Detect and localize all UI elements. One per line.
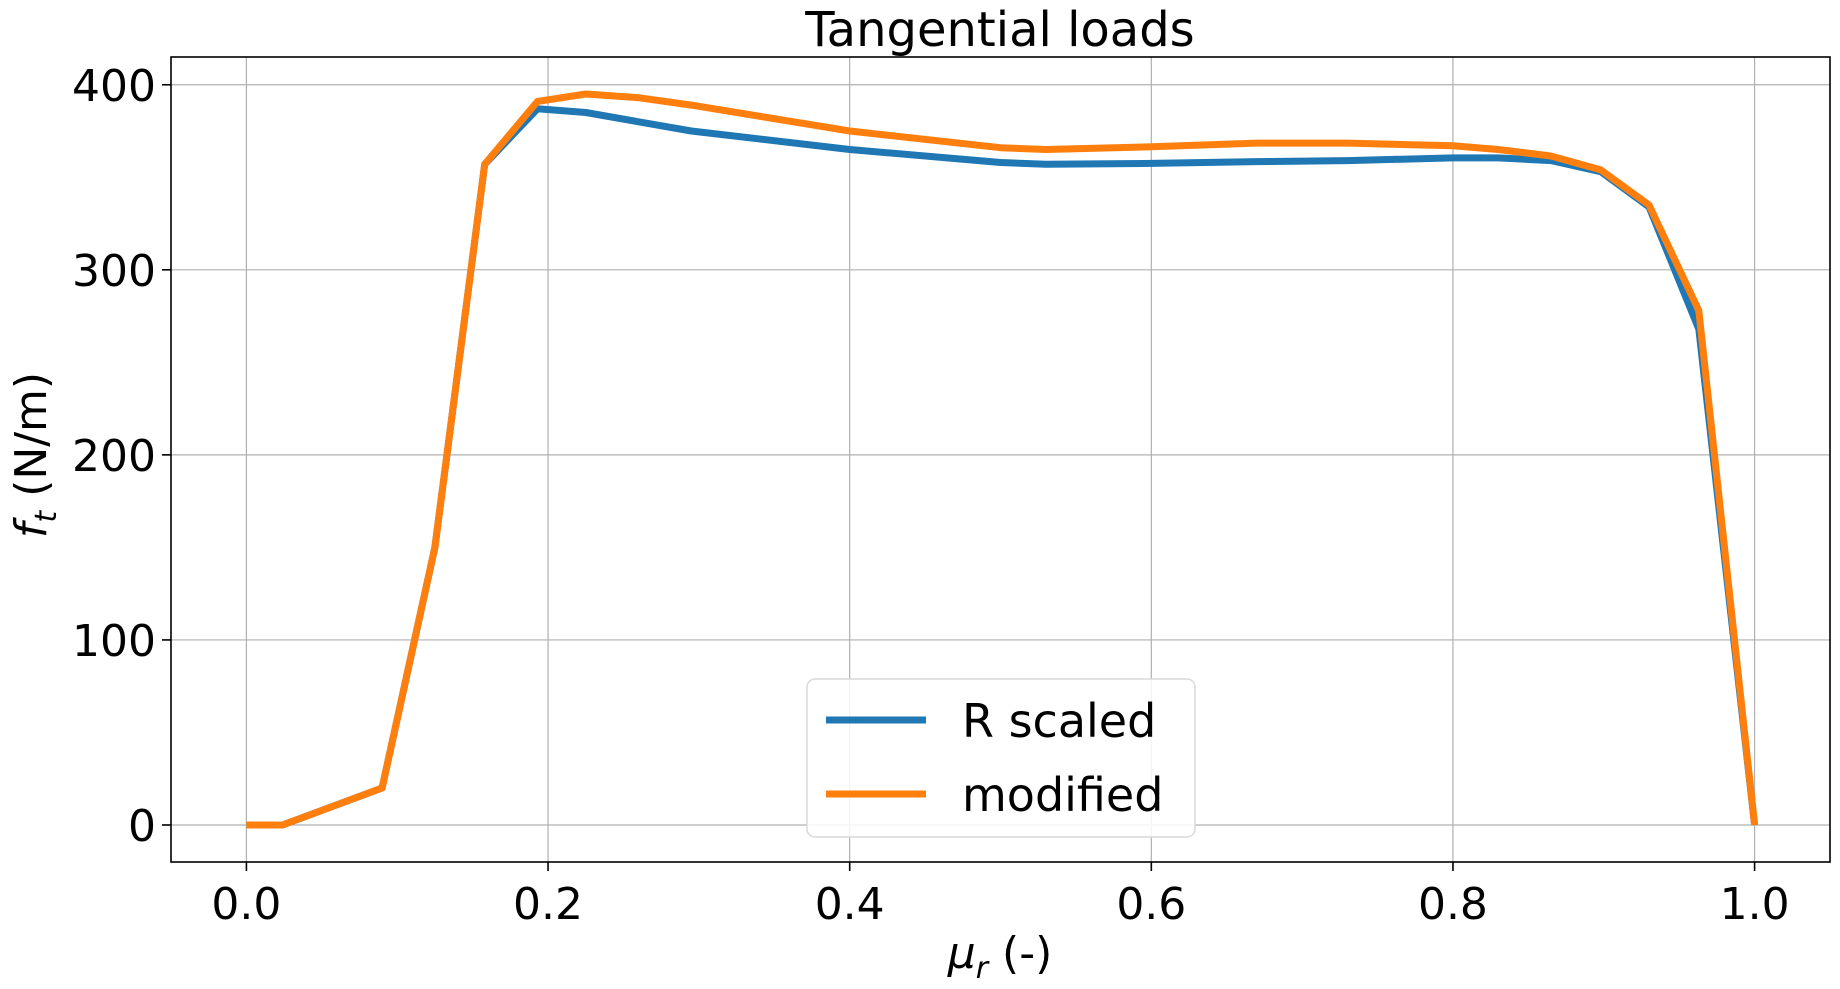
y-tick-label: 200 — [72, 431, 156, 482]
y-axis-label-subscript: t — [29, 510, 64, 523]
y-axis-ticks: 0 100 200 300 400 — [72, 61, 171, 852]
x-tick-label: 0.4 — [815, 879, 885, 930]
x-tick-label: 0.8 — [1418, 879, 1488, 930]
legend-label-modified: modified — [962, 768, 1163, 822]
y-tick-label: 100 — [72, 616, 156, 667]
legend: R scaled modified — [806, 678, 1196, 838]
x-axis-ticks: 0.0 0.2 0.4 0.6 0.8 1.0 — [211, 862, 1790, 930]
x-axis-label-symbol: μ — [947, 928, 976, 979]
x-tick-label: 0.2 — [513, 879, 583, 930]
y-axis-label-unit: (N/m) — [6, 372, 57, 511]
axes — [170, 56, 1831, 863]
plot-frame — [170, 56, 1831, 863]
legend-label-r-scaled: R scaled — [962, 694, 1156, 748]
y-tick-label: 400 — [72, 61, 156, 112]
x-axis-label: μr (-) — [947, 928, 1053, 986]
y-axis-label: ft (N/m) — [6, 372, 64, 538]
series-line-modified — [246, 90, 1759, 829]
chart-title: Tangential loads — [804, 2, 1194, 58]
x-tick-label: 0.6 — [1116, 879, 1186, 930]
x-tick-label: 0.0 — [211, 879, 281, 930]
y-tick-label: 0 — [128, 801, 156, 852]
y-tick-label: 300 — [72, 246, 156, 297]
x-tick-label: 1.0 — [1720, 879, 1790, 930]
series-lines — [246, 90, 1759, 829]
x-axis-label-subscript: r — [976, 951, 990, 986]
grid-lines — [171, 57, 1830, 862]
x-axis-label-unit: (-) — [988, 928, 1052, 979]
